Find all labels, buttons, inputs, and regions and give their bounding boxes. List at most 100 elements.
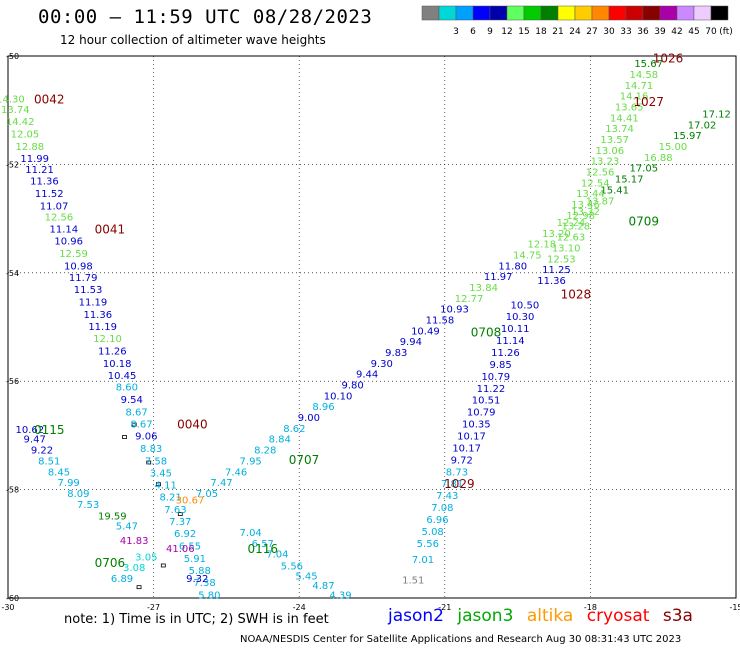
swh-label: 13.84	[469, 283, 498, 294]
swh-label: 11.36	[537, 276, 566, 287]
scale-label: 12	[501, 27, 512, 37]
y-tick-label: -52	[6, 160, 19, 169]
time-label: 0040	[177, 418, 208, 432]
swh-label: 6.57	[252, 539, 274, 550]
swh-label: 8.51	[38, 456, 60, 467]
swh-label: 12.63	[557, 233, 586, 244]
scale-label: 15	[518, 27, 529, 37]
swh-label: 11.80	[498, 261, 527, 272]
swh-label: 9.83	[385, 348, 407, 359]
swh-label: 3.05	[135, 552, 157, 563]
y-tick-label: -60	[6, 594, 19, 603]
swh-label: 8.83	[140, 444, 162, 455]
island-marker	[131, 422, 137, 427]
swh-label: 9.00	[298, 413, 320, 424]
swh-label: 11.97	[484, 272, 513, 283]
scale-label: 36	[637, 27, 649, 37]
time-label: 0042	[34, 92, 65, 106]
swh-label: 9.72	[451, 455, 473, 466]
swh-label: 10.17	[457, 431, 486, 442]
swh-label: 10.17	[452, 443, 481, 454]
swh-label: 7.58	[145, 456, 167, 467]
swh-label: 14.71	[625, 81, 654, 92]
swh-label: 6.92	[174, 529, 196, 540]
swh-label: 7.04	[266, 550, 288, 561]
swh-label: 14.58	[629, 70, 658, 81]
swh-label: 5.80	[198, 590, 220, 601]
swh-label: 41.83	[120, 536, 149, 547]
swh-label: 15.67	[634, 59, 663, 70]
island-marker	[177, 512, 183, 516]
swh-label: 7.05	[196, 489, 218, 500]
scale-label: 39	[654, 27, 666, 37]
swh-label: 5.08	[422, 527, 444, 538]
swh-label: 12.77	[455, 294, 484, 305]
swh-label: 8.21	[159, 493, 181, 504]
island-marker	[136, 585, 142, 590]
swh-label: 4.87	[312, 581, 334, 592]
swh-label: 15.17	[615, 175, 644, 186]
scale-label: 24	[569, 27, 581, 37]
swh-label: 17.05	[629, 164, 658, 175]
swh-label: 11.26	[98, 346, 127, 357]
swh-label: 7.53	[77, 500, 99, 511]
swh-label: 10.98	[64, 261, 93, 272]
swh-label: 5.91	[184, 554, 206, 565]
swh-label: 7.04	[240, 528, 262, 539]
swh-label: 12.56	[45, 213, 74, 224]
swh-label: 16.88	[644, 153, 673, 164]
island-marker	[146, 460, 152, 465]
swh-label: 12.05	[11, 130, 40, 141]
x-corner-label: -30	[1, 603, 14, 612]
swh-label: 13.20	[542, 229, 571, 240]
swh-label: 4.39	[329, 590, 351, 601]
time-label: 1028	[561, 287, 592, 301]
island-marker	[156, 482, 161, 487]
scale-label: 3	[453, 27, 459, 37]
swh-label: 17.12	[702, 110, 731, 121]
swh-label: 8.09	[67, 489, 89, 500]
swh-label: 5.45	[295, 571, 317, 582]
y-tick-label: -50	[6, 52, 19, 61]
swh-label: 5.47	[116, 521, 138, 532]
credits-line: NOAA/NESDIS Center for Satellite Applica…	[240, 634, 682, 645]
scale-label: 6	[470, 27, 476, 37]
swh-label: 13.87	[586, 196, 615, 207]
swh-label: 13.06	[595, 146, 624, 157]
swh-label: 14.16	[620, 92, 649, 103]
page-title: 00:00 — 11:59 UTC 08/28/2023	[38, 6, 373, 28]
swh-label: 9.22	[31, 446, 53, 457]
swh-label: 8.96	[312, 402, 334, 413]
swh-label: 10.50	[511, 300, 540, 311]
swh-label: 41.06	[166, 544, 195, 555]
scale-label: 18	[535, 27, 547, 37]
swh-label: 10.30	[506, 312, 535, 323]
swh-label: 8.84	[269, 435, 291, 446]
time-label: 0708	[471, 325, 502, 339]
swh-label: 7.47	[210, 478, 232, 489]
swh-label: 6.96	[426, 515, 448, 526]
swh-label: 13.57	[600, 135, 629, 146]
legend-s3a: s3a	[662, 606, 693, 626]
scale-label: 70	[705, 27, 717, 37]
swh-label: 9.44	[356, 370, 378, 381]
swh-label: 7.01	[412, 555, 434, 566]
time-label: 0707	[289, 453, 320, 467]
swh-label: 9.30	[371, 359, 393, 370]
swh-label: 7.38	[193, 578, 215, 589]
swh-label: 7.63	[164, 505, 186, 516]
color-scale-bar: 3 6 9 12 15 18 21 24 27 30 33 36 39 42 45 70 (ft)	[421, 5, 733, 37]
scale-label: 21	[552, 27, 563, 37]
x-tick-label: -27	[147, 603, 160, 612]
swh-label: 7.43	[436, 491, 458, 502]
swh-label: 11.21	[25, 165, 54, 176]
time-label: 1027	[633, 95, 664, 109]
swh-label: 14.75	[513, 250, 542, 261]
swh-label: 8.28	[254, 446, 276, 457]
swh-label: 14.30	[0, 94, 25, 105]
swh-label: 12.53	[547, 254, 576, 265]
time-label: 0115	[34, 423, 65, 437]
swh-label: 9.06	[135, 431, 157, 442]
swh-label: 11.25	[542, 265, 571, 276]
swh-label: 9.54	[121, 395, 143, 406]
